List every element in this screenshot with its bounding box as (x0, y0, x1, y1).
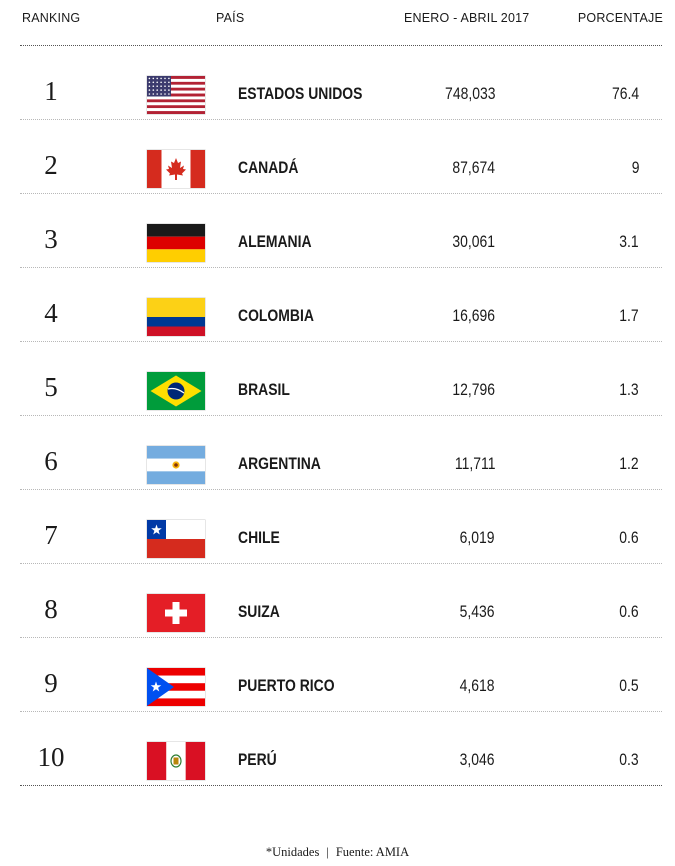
country-name: ARGENTINA (238, 454, 321, 473)
row-divider (20, 637, 662, 638)
row-divider (20, 489, 662, 490)
row-divider (20, 193, 662, 194)
footnote-separator: | (326, 845, 329, 859)
rank-number: 3 (44, 224, 58, 254)
table-row: 9 PUERTO RICO 4,618 0.5 (0, 638, 675, 712)
table-row: 10 PERÚ 3,046 0.3 (0, 712, 675, 786)
chile-flag-icon (147, 520, 205, 558)
units-value: 12,796 (452, 380, 495, 399)
table-row: 3 ALEMANIA 30,061 3.1 (0, 194, 675, 268)
table-row: 5 BRASIL 12,796 1.3 (0, 342, 675, 416)
rank-number: 9 (44, 668, 58, 698)
peru-flag-icon (147, 742, 205, 780)
table-row: 2 CANADÁ 87,674 9 (0, 120, 675, 194)
country-name: PUERTO RICO (238, 676, 335, 695)
rank-number: 5 (44, 372, 58, 402)
canada-flag-icon (147, 150, 205, 188)
table-header: RANKING PAÍS ENERO - ABRIL 2017 PORCENTA… (0, 0, 675, 46)
country-name: CANADÁ (238, 158, 299, 177)
colombia-flag-icon (147, 298, 205, 336)
percent-value: 1.7 (619, 306, 639, 325)
country-name: COLOMBIA (238, 306, 314, 325)
country-name: CHILE (238, 528, 280, 547)
units-value: 4,618 (460, 676, 495, 695)
percent-value: 76.4 (611, 84, 639, 103)
units-value: 3,046 (460, 750, 495, 769)
ranking-table-body: 1 ESTADOS UNIDOS 748,033 76.4 2 CANADÁ 87,674 9… (0, 46, 675, 786)
units-value: 748,033 (444, 84, 495, 103)
table-row: 6 ARGENTINA 11,711 1.2 (0, 416, 675, 490)
percent-value: 1.2 (619, 454, 639, 473)
puerto-rico-flag-icon (147, 668, 205, 706)
percent-value: 0.6 (619, 528, 639, 547)
rank-number: 8 (44, 594, 58, 624)
header-ranking: RANKING (22, 11, 81, 25)
table-row: 8 SUIZA 5,436 0.6 (0, 564, 675, 638)
units-value: 16,696 (452, 306, 495, 325)
country-name: ESTADOS UNIDOS (238, 84, 363, 103)
percent-value: 0.6 (619, 602, 639, 621)
country-name: BRASIL (238, 380, 290, 399)
usa-flag-icon (147, 76, 205, 114)
row-divider (20, 711, 662, 712)
units-value: 6,019 (460, 528, 495, 547)
germany-flag-icon (147, 224, 205, 262)
percent-value: 3.1 (619, 232, 639, 251)
table-row: 1 ESTADOS UNIDOS 748,033 76.4 (0, 46, 675, 120)
table-row: 4 COLOMBIA 16,696 1.7 (0, 268, 675, 342)
table-row: 7 CHILE 6,019 0.6 (0, 490, 675, 564)
percent-value: 0.5 (619, 676, 639, 695)
country-name: PERÚ (238, 750, 277, 769)
header-percent: PORCENTAJE (577, 11, 663, 25)
units-value: 11,711 (454, 454, 495, 473)
country-name: SUIZA (238, 602, 280, 621)
rank-number: 6 (44, 446, 58, 476)
switzerland-flag-icon (147, 594, 205, 632)
units-note: *Unidades (265, 845, 320, 859)
percent-value: 1.3 (619, 380, 639, 399)
brazil-flag-icon (147, 372, 205, 410)
rank-number: 4 (44, 298, 58, 328)
footnote: *Unidades | Fuente: AMIA (0, 845, 675, 860)
row-divider (20, 563, 662, 564)
row-divider (20, 267, 662, 268)
header-period: ENERO - ABRIL 2017 (404, 11, 530, 25)
country-name: ALEMANIA (238, 232, 312, 251)
row-divider (20, 415, 662, 416)
header-pais: PAÍS (216, 11, 245, 25)
row-divider (20, 341, 662, 342)
rank-number: 2 (44, 150, 58, 180)
header-divider (20, 45, 662, 46)
argentina-flag-icon (147, 446, 205, 484)
units-value: 5,436 (460, 602, 495, 621)
row-divider (20, 785, 662, 786)
row-divider (20, 119, 662, 120)
rank-number: 1 (44, 76, 58, 106)
source-note: Fuente: AMIA (335, 845, 410, 859)
rank-number: 7 (44, 520, 58, 550)
rank-number: 10 (37, 742, 65, 772)
percent-value: 0.3 (619, 750, 639, 769)
units-value: 30,061 (452, 232, 495, 251)
percent-value: 9 (631, 158, 639, 177)
units-value: 87,674 (452, 158, 495, 177)
